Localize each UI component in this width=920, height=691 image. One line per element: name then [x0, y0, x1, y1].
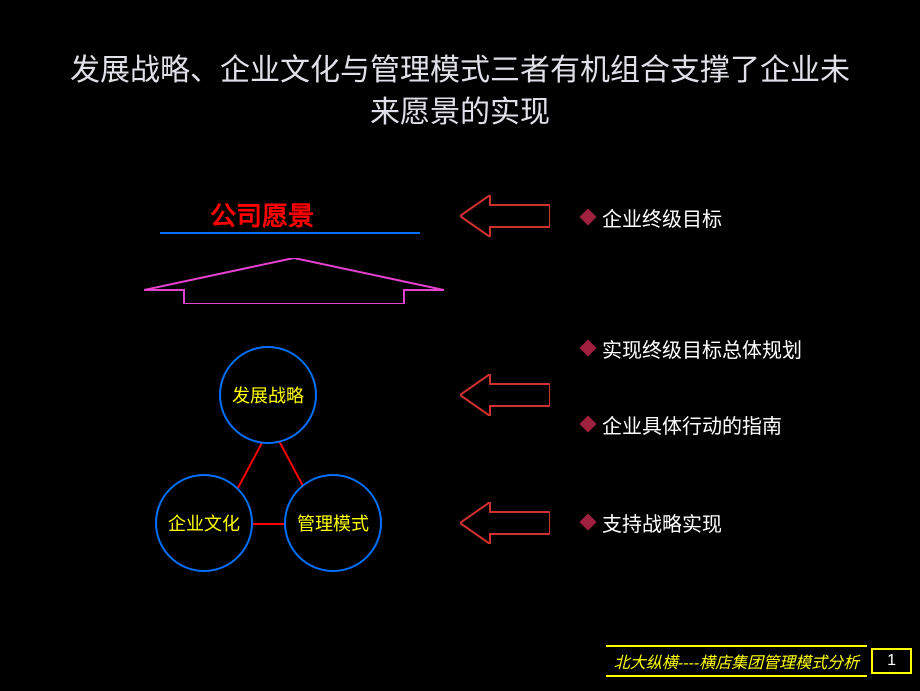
bullet-item: 企业终级目标: [582, 205, 722, 235]
bullet-text: 企业终级目标: [602, 205, 722, 235]
bullet-item: 企业具体行动的指南: [582, 412, 862, 442]
diamond-icon: [580, 340, 597, 357]
footer: 北大纵横----横店集团管理模式分析 1: [606, 645, 912, 677]
bullet-text: 企业具体行动的指南: [602, 412, 782, 442]
footer-text: 北大纵横----横店集团管理模式分析: [606, 645, 867, 677]
node-top: 发展战略: [219, 346, 317, 444]
diamond-icon: [580, 514, 597, 531]
left-arrow-icon: [460, 195, 550, 237]
bullet-item: 支持战略实现: [582, 510, 722, 540]
slide-title: 发展战略、企业文化与管理模式三者有机组合支撑了企业未来愿景的实现: [60, 50, 860, 134]
page-number: 1: [871, 648, 912, 674]
node-right: 管理模式: [284, 474, 382, 572]
bullet-item: 实现终级目标总体规划: [582, 336, 862, 366]
node-left: 企业文化: [155, 474, 253, 572]
bullet-text: 支持战略实现: [602, 510, 722, 540]
diamond-icon: [580, 416, 597, 433]
diamond-icon: [580, 209, 597, 226]
blue-underline: [160, 232, 420, 234]
left-arrow-icon: [460, 502, 550, 544]
up-arrow-shape: [144, 258, 444, 304]
company-vision-label: 公司愿景: [210, 196, 314, 233]
triangle-edge: [253, 523, 285, 525]
left-arrow-icon: [460, 374, 550, 416]
bullet-text: 实现终级目标总体规划: [602, 336, 802, 366]
